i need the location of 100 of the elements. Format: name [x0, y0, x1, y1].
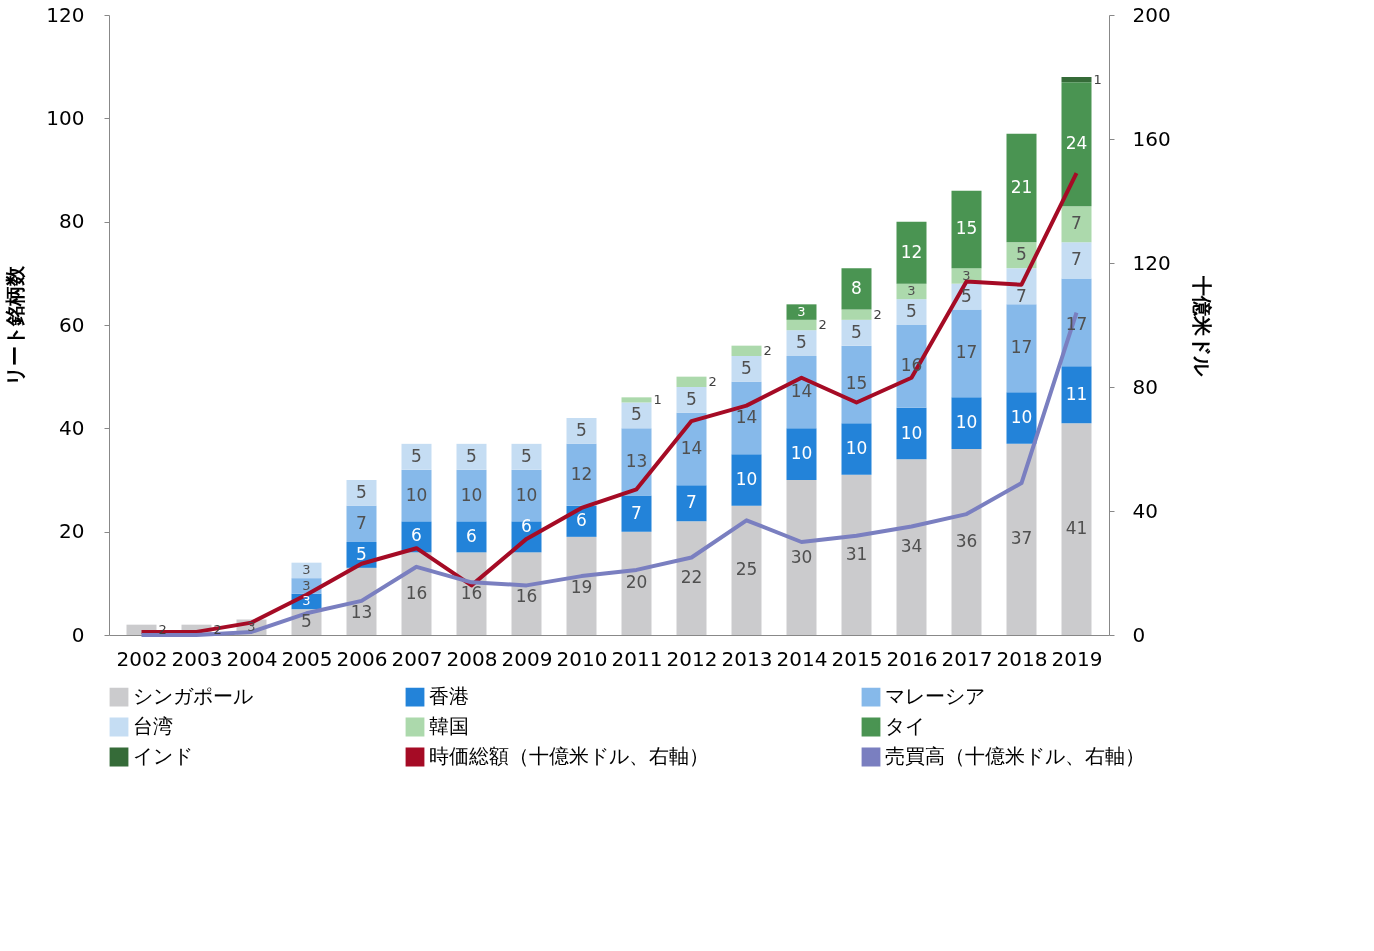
data-label: 16	[515, 586, 538, 607]
bar	[1006, 443, 1037, 635]
x-tick-label: 2011	[611, 646, 663, 671]
data-label: 7	[1071, 249, 1082, 270]
bar	[951, 397, 982, 449]
data-label: 5	[741, 357, 752, 378]
data-label: 10	[405, 484, 428, 505]
data-label: 5	[961, 285, 972, 306]
bar	[1061, 366, 1092, 424]
data-label: 5	[356, 543, 367, 564]
bar	[786, 304, 817, 320]
data-label: 3	[302, 593, 311, 609]
x-tick-label: 2008	[446, 646, 498, 671]
data-label: 10	[1010, 407, 1033, 427]
data-label: 2	[708, 373, 717, 389]
bar	[621, 531, 652, 635]
data-label: 36	[955, 531, 978, 551]
data-label: 2	[873, 306, 882, 322]
bar	[456, 443, 487, 470]
bar	[841, 309, 872, 320]
data-label: 7	[1071, 213, 1082, 234]
data-label: 5	[356, 481, 367, 502]
data-label: 5	[466, 445, 477, 466]
bar	[676, 376, 707, 387]
y2-tick-label: 160	[1132, 126, 1171, 151]
bar	[676, 521, 707, 635]
y2-tick-label: 40	[1132, 498, 1158, 523]
data-label: 11	[1065, 383, 1088, 404]
legend-label: 時価総額（十億米ドル、右軸）	[429, 744, 709, 768]
data-label: 5	[411, 445, 422, 466]
data-label: 6	[466, 525, 477, 546]
x-tick-label: 2003	[171, 646, 223, 671]
data-label: 14	[735, 407, 758, 427]
data-label: 25	[735, 559, 758, 580]
bar	[731, 454, 762, 506]
x-tick-label: 2005	[281, 646, 333, 671]
x-tick-label: 2007	[391, 646, 443, 671]
legend-label: 韓国	[429, 714, 469, 738]
legend-label: インド	[133, 744, 193, 768]
data-label: 5	[576, 419, 587, 440]
bar	[841, 268, 872, 310]
data-label: 22	[680, 567, 703, 588]
bar	[676, 387, 707, 413]
x-tick-label: 2018	[996, 646, 1048, 671]
x-tick-label: 2012	[666, 646, 718, 671]
data-label: 3	[962, 267, 971, 283]
data-label: 14	[790, 381, 813, 402]
data-label: 2	[763, 342, 772, 358]
data-label: 12	[570, 463, 593, 484]
data-label: 5	[906, 301, 917, 322]
data-label: 16	[460, 583, 483, 604]
y2-axis-title: 十億米ドル	[1189, 274, 1214, 377]
data-label: 15	[955, 218, 978, 239]
data-label: 34	[900, 536, 923, 557]
data-label: 2	[818, 317, 827, 332]
bar	[621, 397, 652, 403]
y2-tick-label: 200	[1132, 2, 1171, 27]
data-label: 13	[625, 450, 648, 471]
legend-label: タイ	[885, 714, 925, 738]
x-tick-label: 2016	[886, 646, 938, 671]
data-label: 5	[631, 404, 642, 425]
bar	[1006, 133, 1037, 243]
legend-label: 台湾	[133, 714, 173, 738]
data-label: 5	[1016, 244, 1027, 265]
bar	[401, 469, 432, 522]
data-label: 6	[411, 525, 422, 546]
bar	[841, 474, 872, 635]
data-label: 7	[631, 502, 642, 523]
bar	[786, 319, 817, 331]
data-label: 3	[302, 562, 311, 578]
data-label: 10	[735, 469, 758, 489]
bar	[786, 428, 817, 480]
data-label: 30	[790, 546, 813, 567]
x-tick-label: 2014	[776, 646, 828, 671]
data-label: 15	[845, 373, 868, 394]
bar	[676, 485, 707, 522]
bar	[731, 356, 762, 382]
bar	[621, 495, 652, 532]
bar	[896, 407, 927, 460]
x-tick-label: 2017	[941, 646, 993, 671]
data-label: 17	[1010, 337, 1033, 358]
bar	[731, 345, 762, 356]
data-label: 37	[1010, 528, 1033, 549]
bar	[456, 521, 487, 553]
x-tick-label: 2006	[336, 646, 388, 671]
data-label: 10	[845, 438, 868, 458]
bar	[1061, 206, 1092, 243]
y-tick-label: 0	[71, 622, 85, 647]
data-label: 6	[576, 510, 587, 531]
y-tick-label: 100	[46, 105, 85, 130]
legend-label: 香港	[429, 684, 469, 709]
data-label: 31	[845, 543, 868, 564]
bar	[951, 449, 982, 635]
x-tick-label: 2015	[831, 646, 883, 671]
x-tick-label: 2002	[116, 646, 168, 671]
data-label: 41	[1065, 518, 1088, 539]
data-label: 10	[460, 484, 483, 505]
y2-tick-label: 120	[1132, 250, 1171, 275]
data-label: 19	[570, 577, 593, 598]
data-label: 10	[790, 443, 813, 464]
